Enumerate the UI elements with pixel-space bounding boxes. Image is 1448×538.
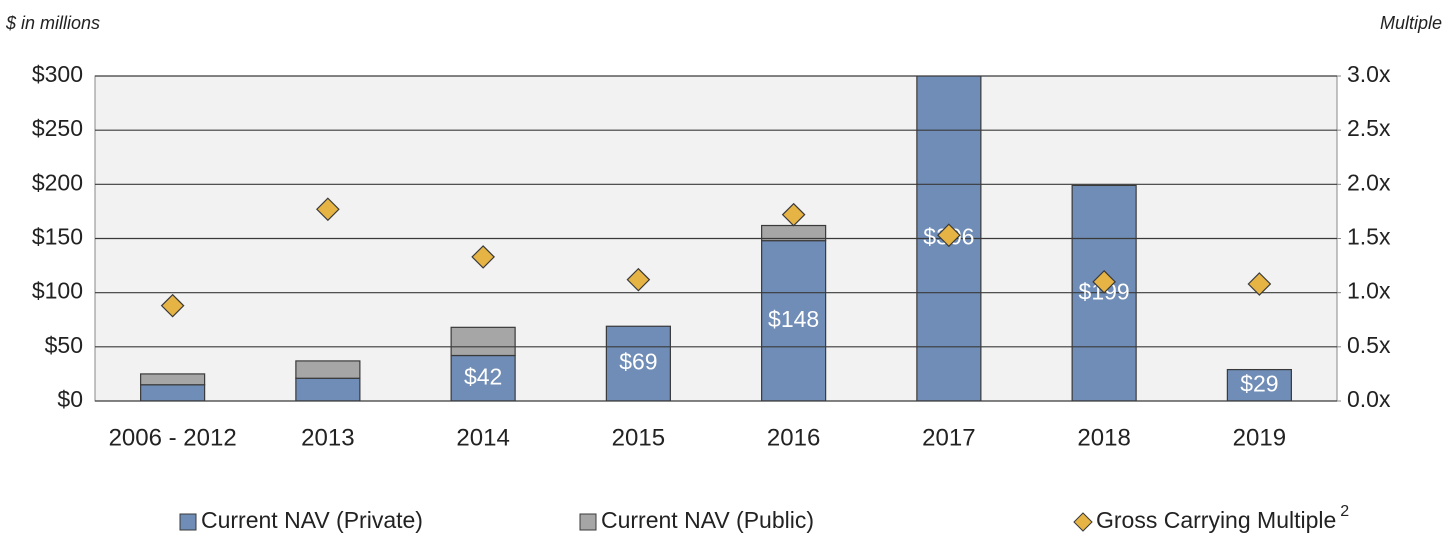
bar (295, 360, 361, 379)
marker (1092, 269, 1116, 294)
y-tick-label: $50 (45, 332, 83, 358)
marker (781, 202, 806, 227)
data-label: $69 (619, 349, 657, 375)
y2-tick-label: 0.0x (1347, 386, 1391, 412)
legend-swatch (1073, 512, 1093, 532)
x-tick-label: 2017 (922, 424, 975, 451)
marker (316, 197, 340, 222)
legend-swatch (579, 513, 597, 531)
legend-footnote: 2 (1340, 503, 1349, 520)
y2-tick-label: 2.5x (1347, 115, 1391, 141)
y2-tick-label: 2.0x (1347, 169, 1391, 195)
y-tick-label: $250 (32, 115, 83, 141)
bar (295, 377, 361, 401)
marker (160, 293, 185, 318)
x-tick-label: 2013 (301, 424, 354, 451)
marker (471, 245, 495, 269)
y-tick-label: $100 (32, 278, 83, 304)
marker (626, 267, 651, 292)
data-label: $42 (464, 363, 502, 389)
y-tick-label: $200 (32, 169, 83, 195)
x-tick-label: 2014 (456, 424, 509, 451)
y2-tick-label: 3.0x (1347, 61, 1391, 87)
y-tick-label: $0 (57, 386, 83, 412)
y2-axis-label: Multiple (1380, 13, 1442, 33)
legend-label: Current NAV (Public) (601, 507, 814, 533)
x-tick-label: 2018 (1077, 424, 1130, 451)
x-tick-label: 2016 (767, 424, 820, 451)
legend-label: Gross Carrying Multiple (1096, 507, 1336, 533)
legend-swatch (179, 513, 197, 531)
bar (1226, 368, 1292, 401)
bar (605, 325, 671, 401)
x-tick-label: 2015 (612, 424, 665, 451)
bar (140, 373, 206, 386)
y2-tick-label: 1.5x (1347, 224, 1391, 250)
x-tick-label: 2006 - 2012 (109, 424, 237, 451)
data-label: $29 (1240, 370, 1278, 396)
bar (140, 384, 206, 401)
y2-tick-label: 0.5x (1347, 332, 1391, 358)
y-axis-label: $ in millions (5, 13, 100, 33)
marker (1247, 272, 1272, 296)
x-tick-label: 2019 (1233, 424, 1286, 451)
y-tick-label: $150 (32, 224, 83, 250)
y2-tick-label: 1.0x (1347, 278, 1391, 304)
y-tick-label: $300 (32, 61, 83, 87)
data-label: $148 (768, 306, 819, 332)
legend-label: Current NAV (Private) (201, 507, 423, 533)
marker (937, 223, 961, 248)
bar (450, 326, 516, 357)
